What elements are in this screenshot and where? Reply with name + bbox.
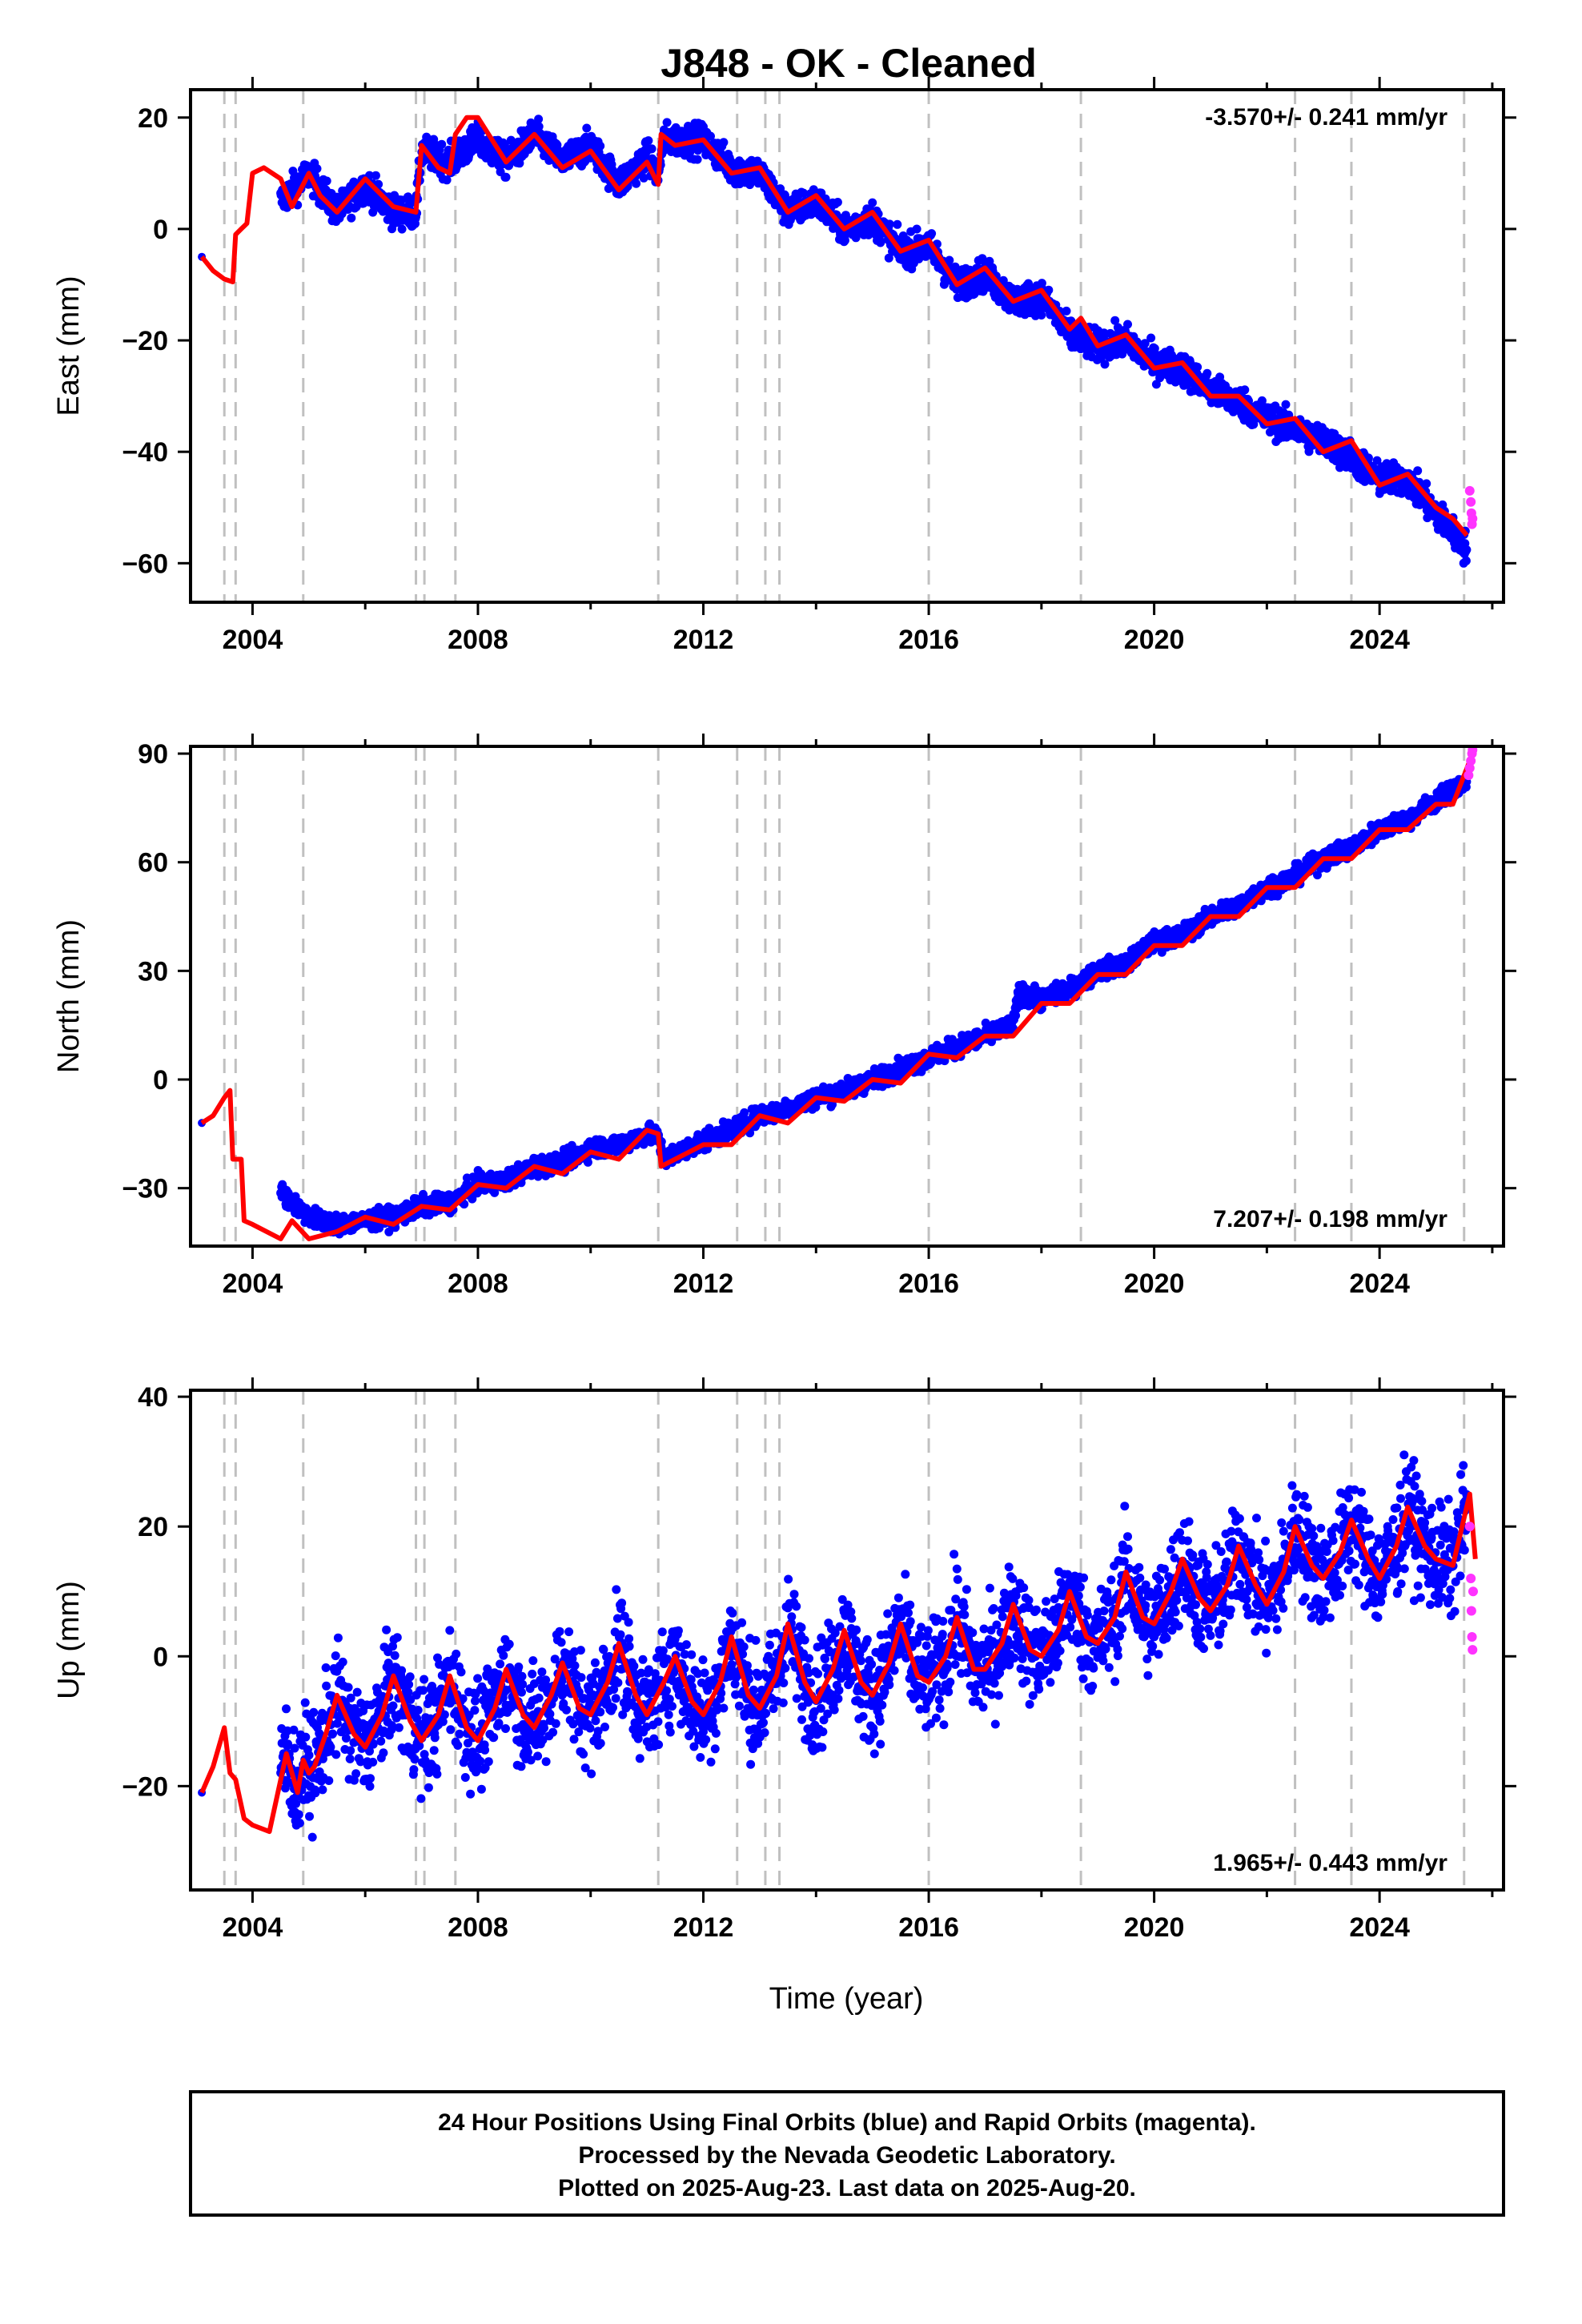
panel-north: 2004 2008 2012 2016 2020 20249060300−30North … xyxy=(52,734,1516,1299)
axes-frame-east xyxy=(189,88,1505,604)
point xyxy=(1123,320,1132,329)
point xyxy=(371,171,380,180)
y-tick-label: 20 xyxy=(138,103,168,134)
point xyxy=(1118,349,1127,359)
point xyxy=(1422,479,1431,489)
plot-area-north xyxy=(198,746,1478,1246)
point xyxy=(1281,400,1291,409)
y-tick-label: −60 xyxy=(122,549,168,579)
point xyxy=(719,138,729,147)
final-orbit-points-north xyxy=(198,774,1472,1239)
point xyxy=(693,155,702,164)
point xyxy=(534,122,544,131)
x-tick-label: 2008 xyxy=(448,625,508,655)
point xyxy=(740,1108,749,1117)
point xyxy=(583,1157,592,1167)
point xyxy=(347,213,356,223)
point xyxy=(442,175,452,185)
point xyxy=(1100,360,1110,369)
point xyxy=(1110,316,1120,325)
point xyxy=(1203,368,1212,378)
y-tick-label: −20 xyxy=(122,326,168,356)
point xyxy=(868,198,877,207)
point xyxy=(501,172,511,182)
point xyxy=(1257,396,1267,405)
x-tick-label: 2020 xyxy=(1124,625,1185,655)
y-tick-label: −40 xyxy=(122,437,168,468)
point xyxy=(437,139,447,149)
point xyxy=(833,198,842,207)
point xyxy=(945,255,954,265)
point xyxy=(647,144,656,154)
x-tick-label: 2012 xyxy=(673,625,734,655)
point xyxy=(1240,385,1250,395)
rapid-orbit-points-east xyxy=(1464,485,1478,529)
rate-label-east: -3.570+/- 0.241 mm/yr xyxy=(1205,104,1447,131)
point xyxy=(706,131,715,141)
point xyxy=(893,219,902,229)
x-tick-label: 2024 xyxy=(1349,625,1410,655)
point xyxy=(884,253,893,263)
point xyxy=(632,179,641,188)
point xyxy=(876,238,885,247)
point xyxy=(840,235,849,245)
point xyxy=(1011,1011,1021,1020)
point xyxy=(1462,545,1472,554)
point xyxy=(1146,333,1156,343)
point xyxy=(1461,556,1471,565)
point xyxy=(1150,344,1159,353)
rapid-point xyxy=(1464,485,1475,496)
point xyxy=(799,188,809,198)
point xyxy=(1193,362,1203,372)
point xyxy=(312,164,322,174)
point xyxy=(885,219,894,229)
panel-east: 2004 2008 2012 2016 2020 2024 20 0 −20 −40 −60 East… xyxy=(52,77,1516,655)
point xyxy=(1372,456,1382,465)
model-curve-east xyxy=(199,115,1469,537)
point xyxy=(639,173,648,183)
point xyxy=(927,229,937,239)
x-tick-label: 2016 xyxy=(898,625,959,655)
y-axis-label-east: East (mm) xyxy=(52,275,86,416)
point xyxy=(1037,311,1046,320)
point xyxy=(1044,285,1054,295)
rapid-point xyxy=(1468,513,1478,524)
point xyxy=(500,139,509,149)
panels: 2004 2008 2012 2016 2020 2024 20 0 −20 −40 −60 East… xyxy=(52,77,1516,1943)
point xyxy=(1413,466,1423,476)
figure-title: J848 - OK - Cleaned xyxy=(661,41,1037,86)
point xyxy=(1099,328,1109,338)
plot-area-east xyxy=(198,90,1478,602)
point xyxy=(780,191,789,200)
rapid-point xyxy=(1466,497,1476,507)
point xyxy=(1140,339,1150,348)
point xyxy=(582,123,592,133)
point xyxy=(644,136,653,146)
x-tick-label: 2004 xyxy=(223,625,283,655)
point xyxy=(397,224,407,234)
point xyxy=(534,115,544,124)
point xyxy=(912,224,921,234)
point xyxy=(1423,513,1432,523)
point xyxy=(596,141,605,151)
point xyxy=(322,176,331,186)
point xyxy=(1062,306,1071,316)
point xyxy=(288,167,298,176)
y-tick-label: 0 xyxy=(153,215,168,245)
point xyxy=(811,1103,821,1112)
point xyxy=(662,118,672,127)
final-orbit-points-east xyxy=(198,115,1472,568)
